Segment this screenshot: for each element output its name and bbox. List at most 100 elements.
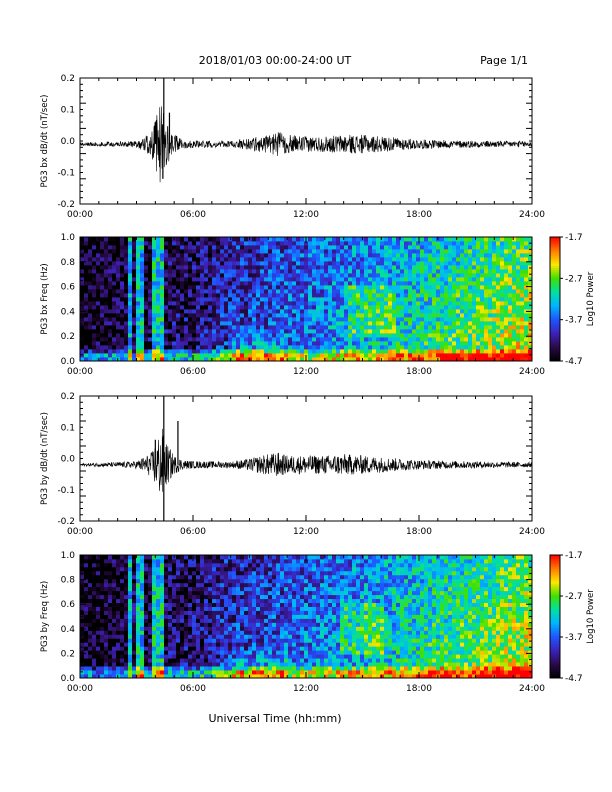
spectrogram-cell	[376, 257, 381, 262]
spectrogram-cell	[500, 349, 505, 354]
spectrogram-cell	[268, 325, 273, 330]
spectrogram-cell	[144, 626, 149, 631]
spectrogram-cell	[496, 353, 501, 358]
y-tick-label: 1.0	[61, 233, 76, 243]
spectrogram-cell	[156, 618, 161, 623]
spectrogram-cell	[116, 245, 121, 250]
spectrogram-cell	[232, 353, 237, 358]
spectrogram-cell	[120, 277, 125, 282]
spectrogram-cell	[444, 293, 449, 298]
spectrogram-cell	[364, 297, 369, 302]
spectrogram-cell	[160, 634, 165, 639]
spectrogram-cell	[400, 329, 405, 334]
spectrogram-cell	[152, 614, 157, 619]
spectrogram-cell	[420, 257, 425, 262]
spectrogram-cell	[288, 257, 293, 262]
spectrogram-cell	[212, 325, 217, 330]
spectrogram-cell	[224, 257, 229, 262]
spectrogram-cell	[216, 610, 221, 615]
spectrogram-cell	[136, 249, 141, 254]
spectrogram-cell	[168, 666, 173, 671]
spectrogram-cell	[100, 578, 105, 584]
spectrogram-cell	[140, 555, 145, 560]
spectrogram-cell	[340, 357, 345, 362]
spectrogram-cell	[88, 293, 93, 298]
spectrogram-cell	[184, 285, 189, 290]
spectrogram-cell	[272, 329, 277, 334]
spectrogram-cell	[252, 297, 257, 302]
spectrogram-cell	[396, 285, 401, 290]
colorbar-swatch	[550, 243, 560, 246]
spectrogram-cells	[80, 237, 533, 362]
spectrogram-cell	[476, 293, 481, 298]
spectrogram-cell	[140, 289, 145, 294]
spectrogram-cell	[96, 590, 101, 596]
spectrogram-cell	[352, 277, 357, 282]
spectrogram-cell	[148, 642, 153, 647]
spectrogram-cell	[476, 277, 481, 282]
spectrogram-cell	[364, 313, 369, 318]
spectrogram-cell	[120, 261, 125, 266]
spectrogram-cell	[120, 329, 125, 334]
spectrogram-cell	[208, 626, 213, 631]
spectrogram-cell	[116, 289, 121, 294]
spectrogram-cell	[504, 245, 509, 250]
spectrogram-cell	[156, 321, 161, 326]
spectrogram-cell	[84, 622, 89, 627]
spectrogram-cell	[132, 273, 137, 278]
spectrogram-cell	[176, 309, 181, 314]
spectrogram-cell	[304, 329, 309, 334]
spectrogram-cell	[448, 249, 453, 254]
spectrogram-cell	[216, 642, 221, 647]
spectrogram-cell	[124, 277, 129, 282]
spectrogram-cell	[352, 237, 357, 242]
spectrogram-cell	[172, 329, 177, 334]
spectrogram-cell	[176, 321, 181, 326]
spectrogram-cell	[100, 634, 105, 639]
spectrogram-cell	[508, 333, 513, 338]
spectrogram-cell	[320, 241, 325, 246]
spectrogram-cell	[124, 626, 129, 631]
spectrogram-cell	[296, 313, 301, 318]
spectrogram-cell	[296, 349, 301, 354]
spectrogram-cell	[440, 329, 445, 334]
spectrogram-cell	[312, 293, 317, 298]
spectrogram-cell	[256, 353, 261, 358]
spectrogram-cell	[376, 249, 381, 254]
spectrogram-cell	[160, 602, 165, 607]
spectrogram-cell	[448, 241, 453, 246]
spectrogram-cell	[116, 257, 121, 262]
spectrogram-cell	[144, 305, 149, 310]
spectrogram-cell	[280, 333, 285, 338]
spectrogram-cell	[348, 261, 353, 266]
spectrogram-cell	[224, 305, 229, 310]
spectrogram-cell	[256, 349, 261, 354]
spectrogram-cell	[332, 249, 337, 254]
spectrogram-cell	[216, 558, 221, 564]
spectrogram-cell	[428, 345, 433, 350]
spectrogram-cell	[208, 622, 213, 627]
spectrogram-cell	[200, 281, 205, 286]
spectrogram-cell	[96, 674, 101, 679]
spectrogram-cell	[248, 249, 253, 254]
spectrogram-cell	[356, 357, 361, 362]
spectrogram-cell	[220, 674, 225, 679]
spectrogram-cell	[176, 642, 181, 647]
spectrogram-cell	[144, 646, 149, 651]
spectrogram-cell	[404, 257, 409, 262]
spectrogram-cell	[128, 301, 133, 306]
spectrogram-cell	[176, 650, 181, 655]
colorbar-swatch	[550, 257, 560, 261]
spectrogram-cell	[468, 333, 473, 338]
spectrogram-cell	[312, 349, 317, 354]
spectrogram-cell	[196, 261, 201, 266]
spectrogram-cell	[504, 281, 509, 286]
spectrogram-cell	[448, 301, 453, 306]
spectrogram-cell	[268, 301, 273, 306]
spectrogram-cell	[416, 277, 421, 282]
spectrogram-cell	[204, 349, 209, 354]
spectrogram-cell	[144, 297, 149, 302]
spectrogram-cell	[436, 353, 441, 358]
spectrogram-cell	[224, 345, 229, 350]
spectrogram-cell	[272, 253, 277, 258]
